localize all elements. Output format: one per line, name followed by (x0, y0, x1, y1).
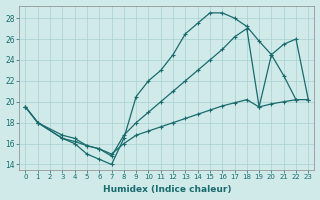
X-axis label: Humidex (Indice chaleur): Humidex (Indice chaleur) (103, 185, 231, 194)
